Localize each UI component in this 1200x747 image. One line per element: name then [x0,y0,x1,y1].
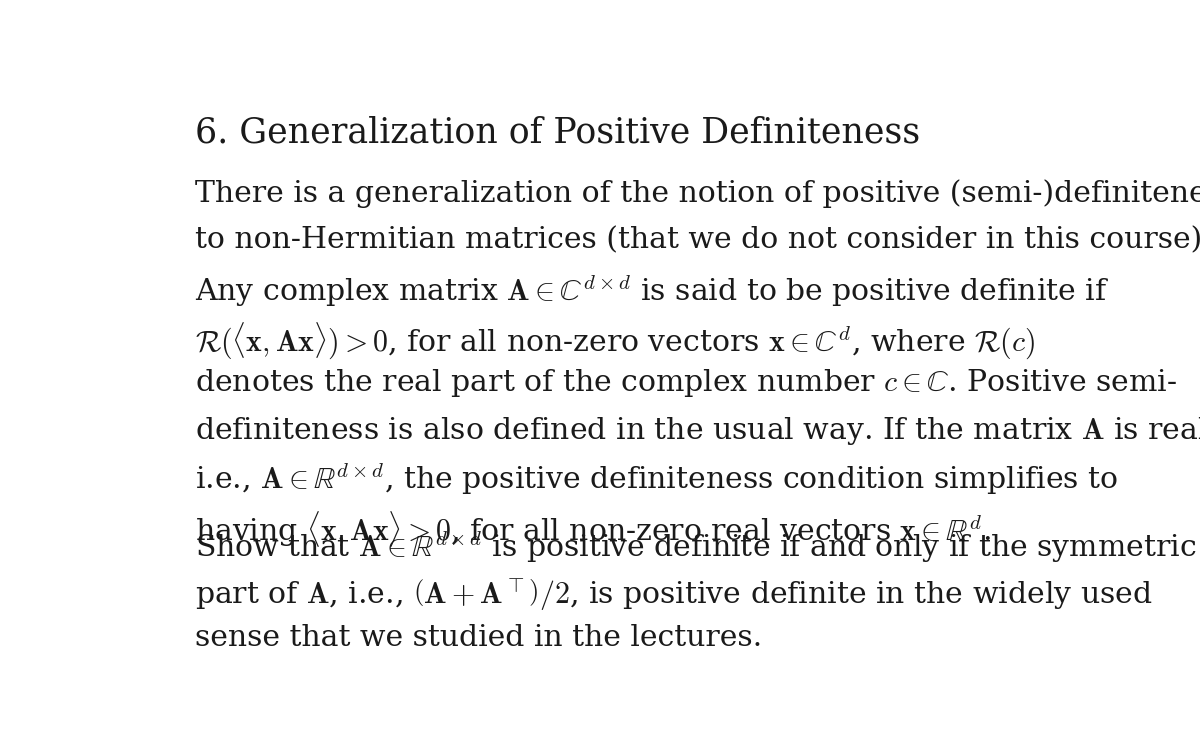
Text: 6. Generalization of Positive Definiteness: 6. Generalization of Positive Definitene… [194,116,919,149]
Text: to non-Hermitian matrices (that we do not consider in this course).: to non-Hermitian matrices (that we do no… [194,226,1200,254]
Text: i.e., $\mathbf{A} \in \mathbb{R}^{d\times d}$, the positive definiteness conditi: i.e., $\mathbf{A} \in \mathbb{R}^{d\time… [194,462,1118,498]
Text: $\mathcal{R}(\langle \mathbf{x}, \mathbf{Ax}\rangle) > 0$, for all non-zero vect: $\mathcal{R}(\langle \mathbf{x}, \mathbf… [194,320,1034,362]
Text: Show that $\mathbf{A} \in \mathbb{R}^{d\times d}$ is positive definite if and on: Show that $\mathbf{A} \in \mathbb{R}^{d\… [194,530,1196,565]
Text: having $\langle \mathbf{x}, \mathbf{Ax}\rangle > 0$, for all non-zero real vecto: having $\langle \mathbf{x}, \mathbf{Ax}\… [194,509,991,549]
Text: part of $\mathbf{A}$, i.e., $\left(\mathbf{A} + \mathbf{A}^{\top}\right)/2$, is : part of $\mathbf{A}$, i.e., $\left(\math… [194,577,1152,613]
Text: sense that we studied in the lectures.: sense that we studied in the lectures. [194,624,762,652]
Text: definiteness is also defined in the usual way. If the matrix $\mathbf{A}$ is rea: definiteness is also defined in the usua… [194,415,1200,447]
Text: Any complex matrix $\mathbf{A} \in \mathbb{C}^{d\times d}$ is said to be positiv: Any complex matrix $\mathbf{A} \in \math… [194,273,1109,309]
Text: There is a generalization of the notion of positive (semi-)definiteness: There is a generalization of the notion … [194,179,1200,208]
Text: denotes the real part of the complex number $c \in \mathbb{C}$. Positive semi-: denotes the real part of the complex num… [194,368,1177,400]
